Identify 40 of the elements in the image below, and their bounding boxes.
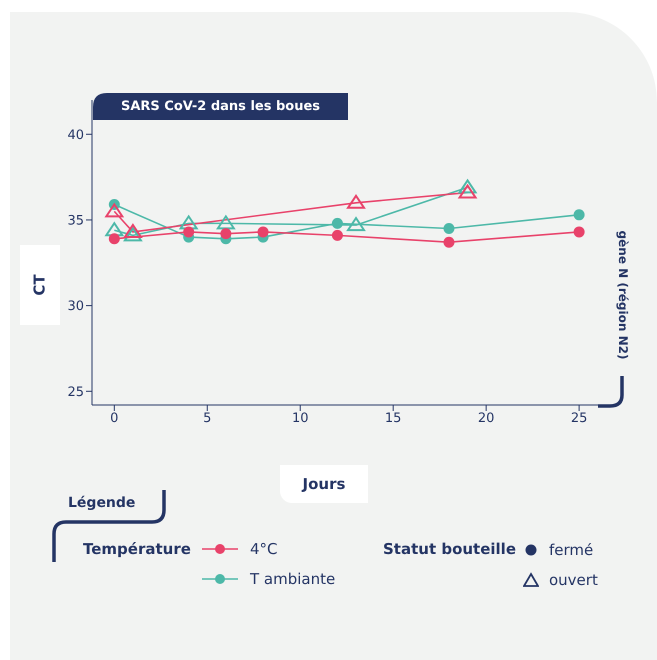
y-tick-label: 40 [67,128,84,143]
legend-title: Température [83,540,191,558]
point [183,226,194,238]
point [443,223,454,234]
point [108,233,120,244]
x-tick-label: 15 [384,411,402,426]
point [220,228,232,240]
point [458,184,477,199]
point [458,179,477,194]
point [124,227,142,242]
point [332,230,343,241]
legend-label: 4°C [250,540,278,558]
text: fermé [549,541,594,559]
y-tick-label: 25 [67,384,84,400]
point [574,209,585,220]
point [258,226,269,238]
point [180,215,198,230]
point [105,222,124,236]
legend-label: T ambiante [250,570,336,588]
point [347,194,366,209]
x-axis-title: Jours [280,465,368,503]
point [332,218,343,229]
text: Statut bouteille [383,540,516,558]
x-tick-label: 0 [110,411,118,426]
x-tick-label: 20 [478,411,494,426]
y-axis-title: CT [31,274,49,296]
x-tick-label: 25 [570,411,588,426]
point [105,203,124,218]
text: ouvert [549,571,598,589]
point [216,215,235,230]
point [347,217,366,232]
y-tick-label: 35 [67,214,84,229]
point [124,224,142,238]
text: gène N (région N2) [615,230,630,362]
y-tick-label: 30 [67,299,84,314]
x-tick-label: 10 [292,411,309,426]
x-tick-label: 5 [203,411,212,426]
point [443,236,454,248]
text: Légende [68,495,136,511]
point [574,226,585,238]
